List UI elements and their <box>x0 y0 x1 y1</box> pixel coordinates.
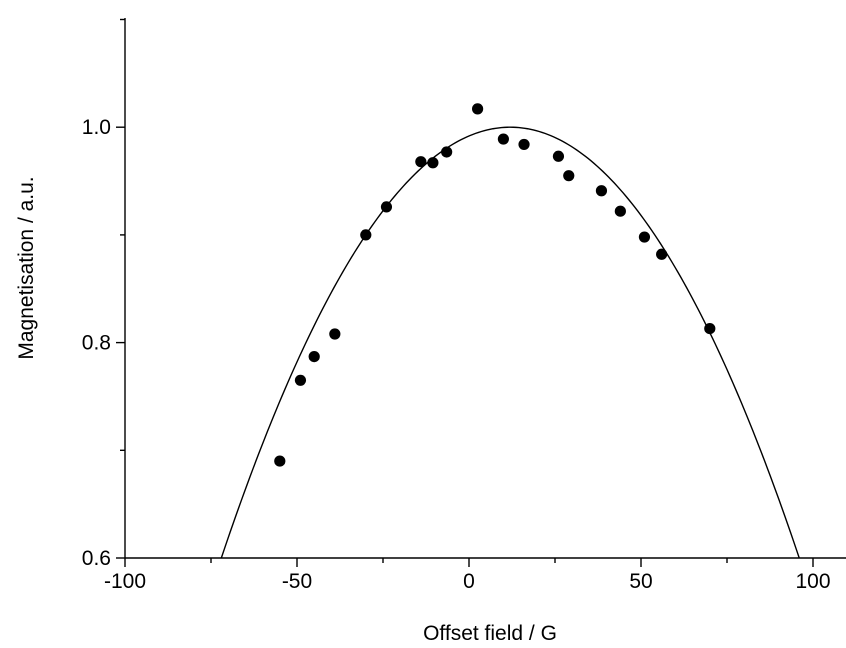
x-tick-label: 100 <box>795 570 830 593</box>
y-axis-title: Magnetisation / a.u. <box>15 176 38 359</box>
data-point <box>294 374 307 386</box>
axis-ticks <box>116 18 814 567</box>
data-point <box>595 185 608 197</box>
y-tick-label: 0.8 <box>82 332 111 355</box>
data-point <box>638 231 651 243</box>
data-point <box>441 146 453 158</box>
y-tick-label: 1.0 <box>82 116 111 139</box>
x-tick-label: 50 <box>629 570 652 593</box>
data-point <box>497 133 509 145</box>
x-tick-label: 0 <box>463 570 475 593</box>
data-point <box>472 103 484 115</box>
data-point <box>380 201 393 213</box>
data-point <box>518 138 530 151</box>
data-point <box>656 248 668 260</box>
data-point <box>552 150 565 162</box>
data-point <box>415 156 427 168</box>
data-point <box>427 157 439 169</box>
data-point <box>274 455 286 467</box>
x-axis-title: Offset field / G <box>423 622 557 645</box>
data-points <box>274 103 716 467</box>
data-point <box>704 322 716 335</box>
y-tick-label: 0.6 <box>82 547 111 570</box>
x-tick-label: -100 <box>104 570 146 593</box>
plot-area <box>116 18 846 567</box>
data-point <box>360 229 372 241</box>
fit-curve <box>220 126 800 559</box>
data-point <box>308 351 320 363</box>
x-tick-label: -50 <box>282 570 312 593</box>
data-point <box>329 328 341 340</box>
data-point <box>563 170 575 182</box>
data-point <box>614 205 626 217</box>
